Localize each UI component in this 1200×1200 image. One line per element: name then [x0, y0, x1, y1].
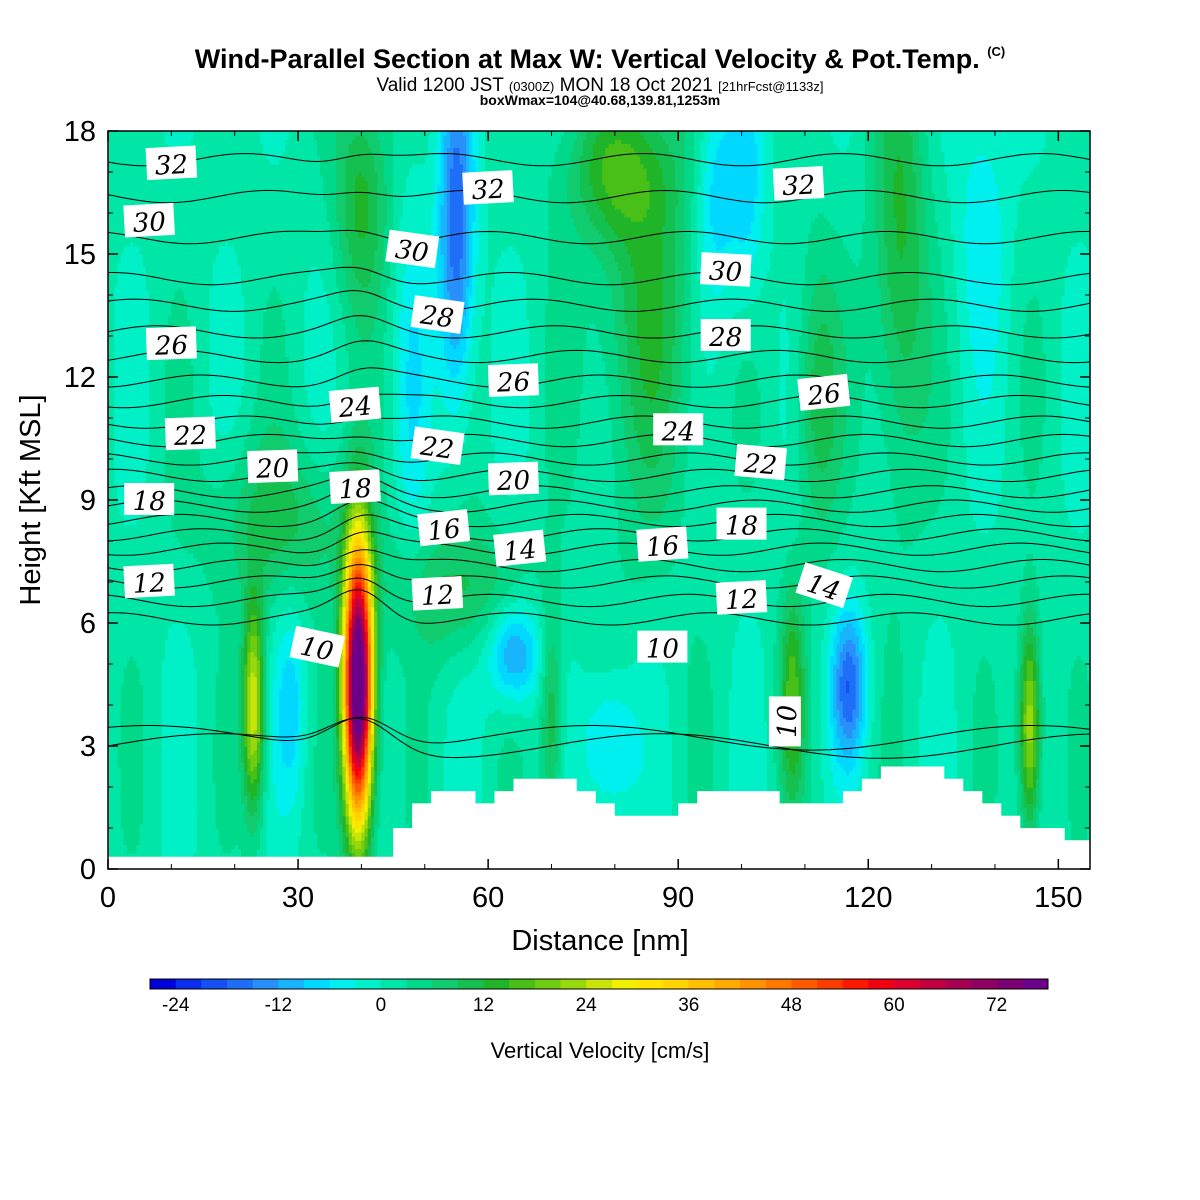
vertical-velocity-field: [108, 127, 1091, 870]
